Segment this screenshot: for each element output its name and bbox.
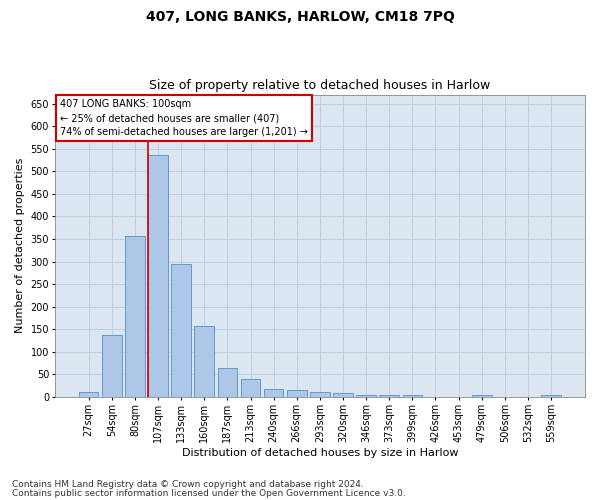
Text: 407, LONG BANKS, HARLOW, CM18 7PQ: 407, LONG BANKS, HARLOW, CM18 7PQ [146, 10, 454, 24]
Bar [264, 389, 283, 397]
Bar [472, 395, 491, 397]
Bar [148, 156, 168, 397]
Title: Size of property relative to detached houses in Harlow: Size of property relative to detached ho… [149, 79, 490, 92]
Bar [194, 326, 214, 397]
Bar [172, 264, 191, 397]
Bar [102, 335, 122, 397]
Text: Contains public sector information licensed under the Open Government Licence v3: Contains public sector information licen… [12, 488, 406, 498]
Bar [218, 368, 237, 397]
Bar [541, 395, 561, 397]
Bar [79, 392, 98, 397]
Text: Contains HM Land Registry data © Crown copyright and database right 2024.: Contains HM Land Registry data © Crown c… [12, 480, 364, 489]
Bar [310, 392, 329, 397]
Bar [125, 236, 145, 397]
Bar [403, 395, 422, 397]
Bar [241, 379, 260, 397]
Text: 407 LONG BANKS: 100sqm
← 25% of detached houses are smaller (407)
74% of semi-de: 407 LONG BANKS: 100sqm ← 25% of detached… [60, 99, 308, 137]
Bar [356, 395, 376, 397]
Y-axis label: Number of detached properties: Number of detached properties [15, 158, 25, 334]
X-axis label: Distribution of detached houses by size in Harlow: Distribution of detached houses by size … [182, 448, 458, 458]
Bar [333, 394, 353, 397]
Bar [287, 390, 307, 397]
Bar [379, 395, 399, 397]
